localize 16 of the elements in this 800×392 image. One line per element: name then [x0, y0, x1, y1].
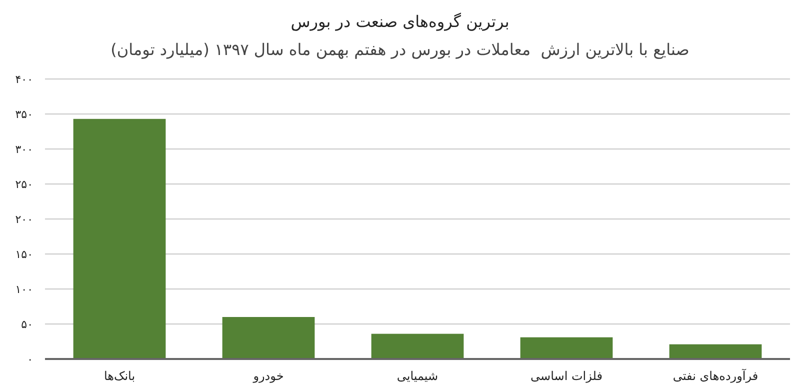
chart-subtitle: صنایع با بالاترین ارزش معاملات در بورس در هفتم بهمن ماه سال ۱۳۹۷ (میلیارد تومان): [110, 40, 690, 59]
y-tick-label: ۱۰۰: [15, 283, 33, 296]
y-tick-label: ۲۰۰: [15, 213, 33, 226]
x-tick-label: شیمیایی: [396, 369, 438, 383]
y-tick-label: ۳۰۰: [15, 143, 33, 156]
y-tick-label: ۱۵۰: [15, 248, 33, 261]
y-tick-label: ۲۵۰: [15, 178, 33, 191]
x-tick-label: بانک‌ها: [104, 369, 136, 383]
x-tick-label: فلزات اساسی: [530, 369, 602, 383]
x-tick-label: خودرو: [252, 369, 284, 383]
x-tick-label: فرآورده‌های نفتی: [672, 368, 758, 383]
y-tick-label: ۰: [27, 353, 33, 366]
y-tick-label: ۵۰: [21, 318, 33, 331]
y-tick-label: ۴۰۰: [15, 73, 33, 86]
y-tick-label: ۳۵۰: [15, 108, 33, 121]
chart-title: برترین گروه‌های صنعت در بورس: [290, 12, 510, 31]
